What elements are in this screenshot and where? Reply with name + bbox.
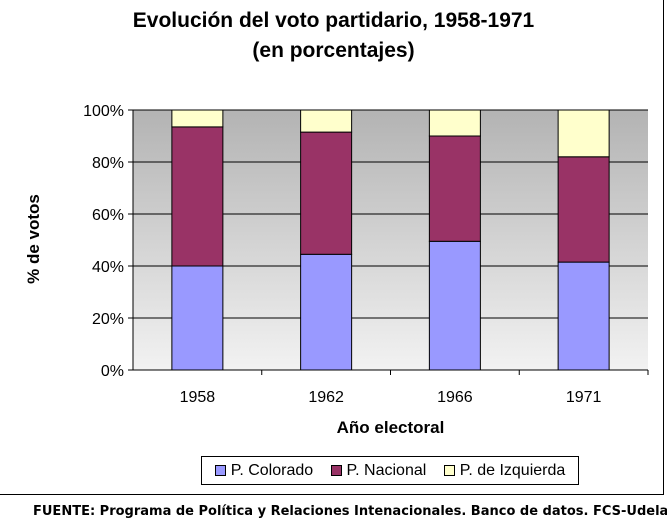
- legend-item-colorado: P. Colorado: [214, 461, 314, 480]
- bar-p-colorado-1971: [557, 261, 610, 371]
- x-tick-label: 1962: [308, 389, 344, 406]
- legend-label-izquierda: P. de Izquierda: [459, 461, 566, 479]
- y-tick-label: 60%: [92, 207, 124, 224]
- legend-swatch-izquierda: [443, 465, 455, 476]
- bar-p-nacional-1971: [557, 156, 610, 263]
- bar-p-de-izquierda-1971: [557, 109, 610, 158]
- bar-p-nacional-1958: [171, 126, 224, 267]
- legend-label-nacional: P. Nacional: [346, 461, 427, 479]
- bar-p-de-izquierda-1958: [171, 109, 224, 128]
- bar-p-de-izquierda-1962: [300, 109, 353, 133]
- chart-title: Evolución del voto partidario, 1958-1971: [132, 9, 535, 32]
- bar-p-colorado-1958: [171, 265, 224, 371]
- legend-swatch-nacional: [330, 465, 342, 476]
- legend-label-colorado: P. Colorado: [230, 461, 314, 479]
- y-tick-label: 0%: [101, 363, 124, 380]
- legend-swatch-colorado: [214, 465, 226, 476]
- x-tick-label: 1971: [566, 389, 602, 406]
- x-tick-label: 1966: [437, 389, 473, 406]
- y-axis-label: % de votos: [24, 194, 43, 284]
- legend-item-izquierda: P. de Izquierda: [443, 461, 566, 480]
- legend: P. Colorado P. Nacional P. de Izquierda: [201, 456, 579, 485]
- y-tick-label: 20%: [92, 311, 124, 328]
- x-axis-label: Año electoral: [337, 418, 445, 437]
- y-tick-label: 100%: [83, 103, 124, 120]
- bar-p-nacional-1962: [300, 131, 353, 255]
- legend-item-nacional: P. Nacional: [330, 461, 427, 480]
- bar-p-nacional-1966: [428, 135, 481, 242]
- bar-p-colorado-1962: [300, 253, 353, 371]
- y-tick-label: 80%: [92, 155, 124, 172]
- source-note: FUENTE: Programa de Política y Relacione…: [33, 504, 667, 519]
- x-tick-label: 1958: [180, 389, 216, 406]
- y-tick-label: 40%: [92, 259, 124, 276]
- bar-p-colorado-1966: [428, 240, 481, 371]
- bar-p-de-izquierda-1966: [428, 109, 481, 137]
- chart-frame: [0, 0, 664, 495]
- chart-subtitle: (en porcentajes): [252, 39, 415, 62]
